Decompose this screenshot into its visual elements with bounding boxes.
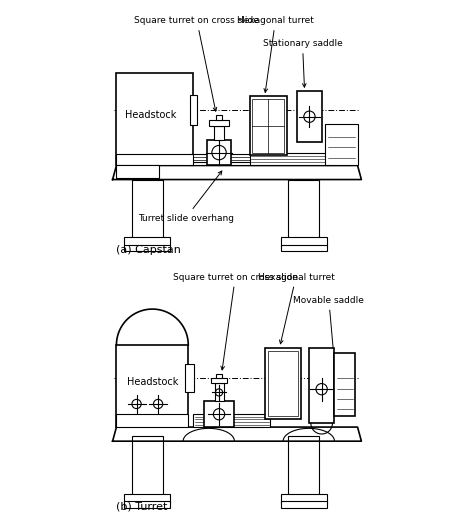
- Bar: [185, 364, 194, 392]
- Bar: [216, 115, 222, 120]
- Text: (b) Turret: (b) Turret: [117, 502, 168, 512]
- Bar: [281, 237, 327, 246]
- Bar: [309, 348, 335, 423]
- Text: Stationary saddle: Stationary saddle: [263, 39, 342, 87]
- Text: Headstock: Headstock: [126, 110, 177, 120]
- Bar: [117, 73, 193, 165]
- Bar: [288, 180, 319, 239]
- Text: Turret slide overhang: Turret slide overhang: [138, 171, 234, 223]
- Text: Hexagonal turret: Hexagonal turret: [237, 16, 314, 92]
- Text: Headstock: Headstock: [127, 377, 178, 387]
- Text: Movable saddle: Movable saddle: [293, 295, 365, 374]
- Bar: [124, 494, 170, 503]
- Bar: [124, 502, 170, 508]
- Bar: [117, 415, 188, 427]
- Bar: [132, 436, 163, 495]
- Bar: [250, 153, 329, 165]
- Bar: [335, 353, 355, 416]
- Bar: [252, 98, 284, 153]
- Text: (a) Capstan: (a) Capstan: [117, 245, 182, 255]
- Bar: [326, 124, 357, 165]
- Bar: [210, 120, 228, 126]
- Bar: [288, 436, 319, 495]
- Bar: [117, 345, 188, 427]
- Bar: [124, 245, 170, 251]
- Bar: [297, 91, 322, 142]
- Bar: [190, 162, 353, 165]
- Polygon shape: [113, 165, 361, 180]
- Bar: [193, 415, 270, 427]
- Bar: [211, 379, 228, 384]
- Bar: [117, 165, 159, 179]
- Bar: [281, 245, 327, 251]
- Bar: [217, 373, 222, 379]
- Bar: [268, 351, 298, 417]
- Bar: [207, 140, 231, 165]
- Text: Square turret on cross slide: Square turret on cross slide: [135, 16, 259, 111]
- Bar: [204, 401, 235, 427]
- Text: Square turret on cross slide: Square turret on cross slide: [173, 272, 298, 370]
- Bar: [214, 126, 224, 140]
- Bar: [281, 502, 327, 508]
- Bar: [215, 384, 224, 401]
- Bar: [281, 494, 327, 503]
- Bar: [265, 348, 301, 420]
- Bar: [250, 96, 287, 155]
- Bar: [132, 180, 163, 239]
- Bar: [190, 94, 197, 126]
- Bar: [124, 237, 170, 246]
- Bar: [117, 154, 193, 165]
- Text: Hexagonal turret: Hexagonal turret: [257, 272, 334, 344]
- Polygon shape: [113, 427, 361, 441]
